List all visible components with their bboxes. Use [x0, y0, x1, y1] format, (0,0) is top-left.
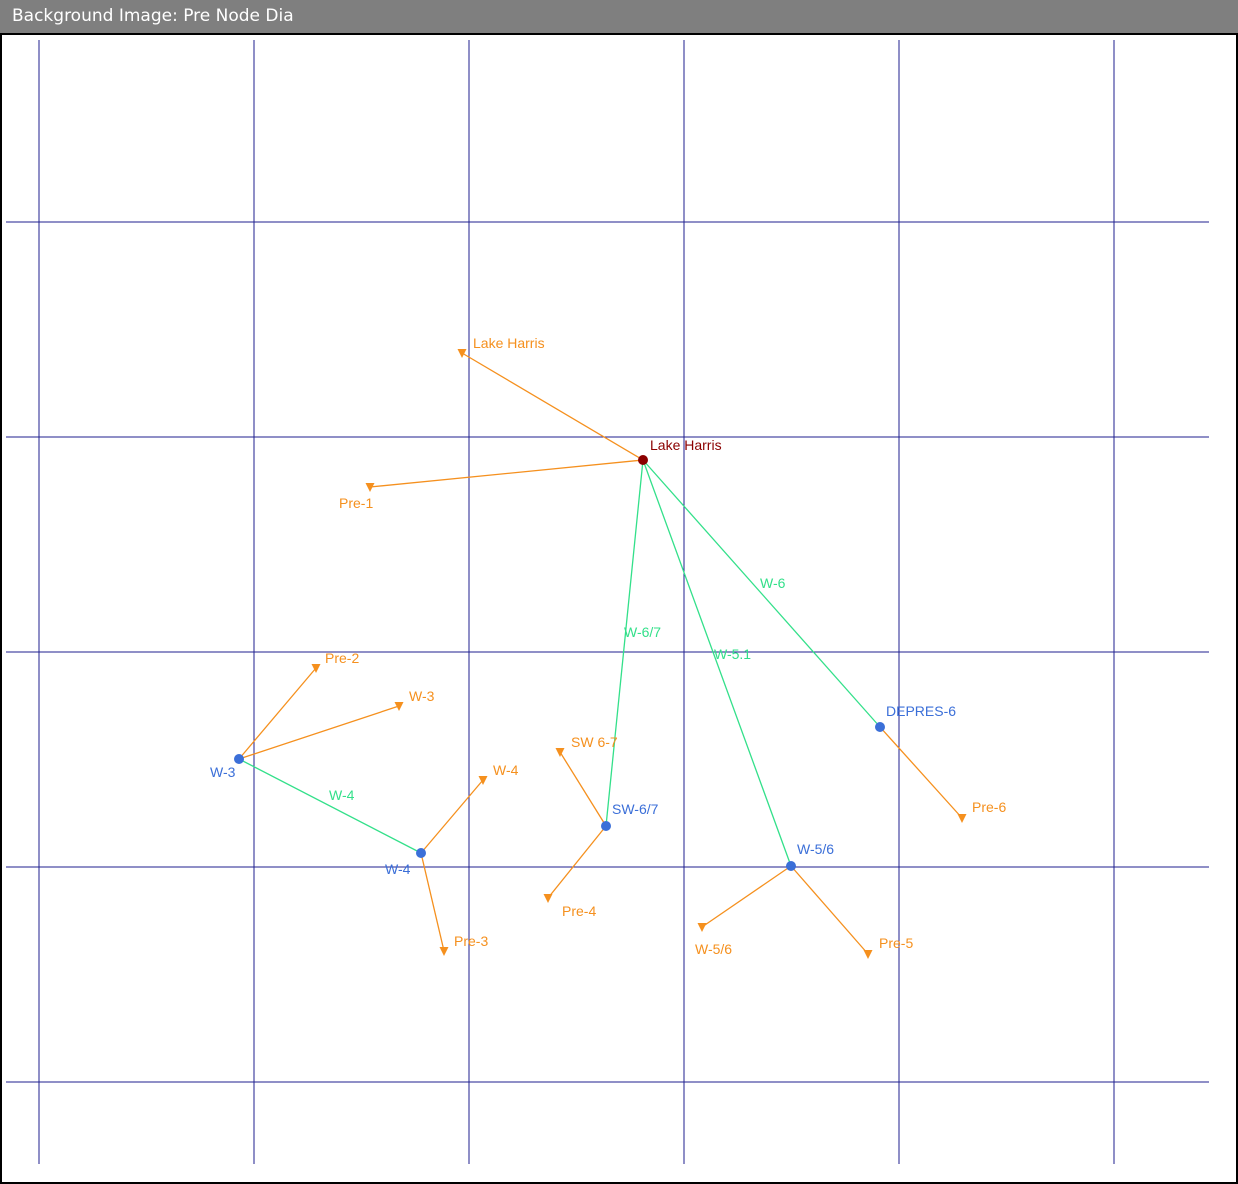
of-w-3-label: W-3 — [409, 688, 435, 704]
depres-6-node-label: DEPRES-6 — [886, 703, 956, 719]
grid-lines — [6, 40, 1209, 1164]
link-w-6-7-label: W-6/7 — [624, 624, 661, 640]
window-title: Background Image: Pre Node Dia — [0, 0, 1238, 33]
of-pre-2-label: Pre-2 — [325, 650, 359, 666]
of-pre-6-label: Pre-6 — [972, 799, 1006, 815]
of-pre-6-outfall-marker[interactable] — [957, 814, 967, 823]
w-5-6-node-marker[interactable] — [786, 861, 796, 871]
of-pre-5-outfall-marker[interactable] — [863, 950, 873, 959]
link-w-6-line[interactable] — [642, 459, 881, 728]
links-layer — [238, 352, 963, 955]
of-pre-4-label: Pre-4 — [562, 903, 596, 919]
drain-line-of-pre-6[interactable] — [879, 726, 963, 819]
drain-line-of-pre-1[interactable] — [369, 459, 644, 488]
of-w-3-outfall-marker[interactable] — [394, 702, 404, 711]
lake-harris-node-label: Lake Harris — [650, 437, 722, 453]
of-pre-3-outfall-marker[interactable] — [439, 947, 449, 956]
depres-6-node-marker[interactable] — [875, 722, 885, 732]
of-sw-6-7-label: SW 6-7 — [571, 734, 618, 750]
of-pre-2-outfall-marker[interactable] — [311, 664, 321, 673]
of-w-5-6-outfall-marker[interactable] — [697, 923, 707, 932]
sw-6-7-node-marker[interactable] — [601, 821, 611, 831]
link-w-6-7-line[interactable] — [605, 459, 644, 827]
drain-line-of-w-5-6[interactable] — [701, 865, 792, 928]
of-pre-1-outfall-marker[interactable] — [365, 483, 375, 492]
of-sw-6-7-outfall-marker[interactable] — [555, 748, 565, 757]
w-3-node-label: W-3 — [210, 764, 236, 780]
of-w-4-outfall-marker[interactable] — [478, 776, 488, 785]
labels-layer: W-6 W-6/7 W-5.1 W-4 Lake Harris Pre-1 Pre-2 W-3… — [210, 335, 1006, 957]
of-pre-5-label: Pre-5 — [879, 935, 913, 951]
drain-line-of-w-4[interactable] — [420, 779, 484, 854]
link-w-4-line[interactable] — [238, 758, 422, 854]
lake-harris-node-marker[interactable] — [638, 455, 648, 465]
drain-line-of-lake-harris[interactable] — [461, 352, 644, 461]
sw-6-7-node-label: SW-6/7 — [612, 801, 659, 817]
drain-line-of-sw-6-7[interactable] — [559, 751, 607, 827]
of-lake-harris-label: Lake Harris — [473, 335, 545, 351]
drain-line-of-pre-5[interactable] — [790, 865, 869, 955]
w-4-node-label: W-4 — [385, 861, 411, 877]
of-lake-harris-outfall-marker[interactable] — [457, 349, 467, 358]
of-w-4-label: W-4 — [493, 762, 519, 778]
drain-line-of-w-3[interactable] — [238, 705, 400, 760]
of-pre-3-label: Pre-3 — [454, 933, 488, 949]
drain-line-of-pre-3[interactable] — [420, 852, 445, 952]
link-w-5-1-label: W-5.1 — [714, 646, 751, 662]
w-4-node-marker[interactable] — [416, 848, 426, 858]
nodes-layer — [234, 349, 967, 959]
drain-line-of-pre-4[interactable] — [547, 825, 607, 899]
link-w-5-1-line[interactable] — [642, 459, 792, 867]
link-w-4-label: W-4 — [329, 787, 355, 803]
link-w-6-label: W-6 — [760, 575, 786, 591]
drain-line-of-pre-2[interactable] — [238, 667, 317, 760]
of-pre-1-label: Pre-1 — [339, 495, 373, 511]
of-pre-4-outfall-marker[interactable] — [543, 894, 553, 903]
w-5-6-node-label: W-5/6 — [797, 841, 834, 857]
map-canvas[interactable] — [0, 33, 1238, 1184]
of-w-5-6-label: W-5/6 — [695, 941, 732, 957]
w-3-node-marker[interactable] — [234, 754, 244, 764]
